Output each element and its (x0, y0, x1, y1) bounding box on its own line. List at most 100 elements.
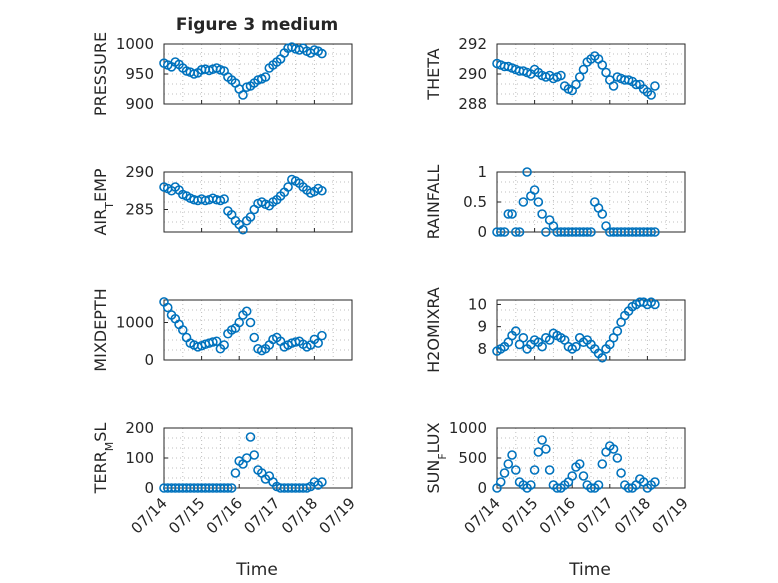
data-point (510, 465, 521, 475)
x-tick-label: 07/18 (278, 494, 321, 537)
data-point (507, 450, 517, 460)
data-point (313, 338, 323, 348)
y-axis-label: SUNFLUX (424, 422, 449, 493)
data-point (495, 227, 506, 237)
data-point (537, 341, 547, 352)
y-tick-label: 1000 (449, 419, 487, 437)
data-point (245, 212, 256, 222)
y-tick-label: 900 (125, 95, 154, 113)
y-tick-label: 292 (458, 35, 487, 53)
x-tick-label: 07/19 (316, 494, 359, 537)
subplot-1: 288 290 292 THETA (424, 35, 686, 113)
data-point (518, 332, 529, 343)
data-point (510, 227, 521, 237)
data-point (514, 227, 525, 237)
data-point (616, 468, 626, 478)
data-point (541, 444, 551, 454)
data-point (533, 197, 544, 207)
data-point (522, 167, 532, 177)
y-tick-label: 285 (125, 201, 154, 219)
y-axis-label: H2OMIXRA (424, 287, 443, 373)
y-axis-label: TERRMSL (91, 423, 116, 495)
subplot-6: 0 100 200 TERRMSL 07/1407/1507/1607/1707/180… (91, 419, 359, 537)
subplot-0: 900 950 1000 PRESSURE (91, 32, 353, 116)
y-tick-label: 1000 (116, 314, 154, 332)
x-tick-label: 07/18 (611, 494, 654, 537)
data-point (238, 224, 248, 235)
data-point (510, 326, 521, 336)
data-point (650, 227, 660, 237)
data-point (646, 90, 656, 100)
data-point (597, 209, 608, 219)
y-tick-label: 0 (477, 479, 487, 497)
data-point (208, 337, 218, 347)
data-point (571, 341, 581, 352)
data-point (230, 468, 241, 478)
y-tick-label: 100 (125, 449, 154, 467)
y-axis-label: PRESSURE (91, 32, 110, 116)
y-tick-label: 0 (144, 479, 154, 497)
data-point (597, 60, 608, 70)
x-tick-label: 07/14 (128, 494, 171, 537)
data-point (650, 477, 660, 487)
data-point (507, 209, 517, 219)
data-point (495, 477, 506, 487)
data-point (556, 70, 566, 81)
y-tick-label: 0 (477, 223, 487, 241)
data-point (601, 67, 611, 78)
subplot-3: 0 0.5 1 RAINFALL (424, 163, 686, 241)
y-axis-label: AIRTEMP (91, 168, 116, 235)
data-point (219, 340, 229, 350)
data-point (245, 317, 256, 328)
data-point (178, 325, 188, 335)
data-point (234, 317, 244, 328)
data-point (578, 471, 589, 481)
data-point (571, 79, 581, 90)
data-point (537, 435, 547, 445)
data-point (503, 209, 514, 219)
data-point (238, 90, 248, 100)
data-point (537, 209, 547, 219)
data-point (260, 72, 271, 82)
y-tick-label: 950 (125, 65, 154, 83)
data-point (499, 227, 510, 237)
data-point (597, 459, 608, 469)
data-point (249, 450, 260, 460)
x-tick-label: 07/15 (498, 494, 541, 537)
data-point (317, 330, 327, 341)
data-point (578, 64, 589, 75)
x-tick-label: 07/16 (536, 494, 579, 537)
y-tick-label: 500 (458, 449, 487, 467)
data-point (612, 326, 623, 336)
data-point (582, 227, 593, 237)
data-point (608, 444, 619, 454)
data-point (646, 227, 656, 237)
axes-box (496, 299, 686, 361)
y-tick-label: 0 (144, 351, 154, 369)
y-tick-label: 1000 (116, 35, 154, 53)
data-point (631, 79, 641, 90)
data-point (612, 453, 623, 463)
data-point (650, 81, 660, 91)
data-point (241, 306, 252, 317)
data-point (162, 302, 173, 313)
x-tick-label: 07/17 (240, 494, 283, 537)
data-point (317, 185, 327, 196)
x-axis-label-left: Time (235, 560, 278, 580)
data-point (541, 227, 551, 237)
data-point (317, 477, 327, 487)
data-point (574, 72, 585, 82)
y-axis-label: MIXDEPTH (91, 288, 110, 371)
y-tick-label: 200 (125, 419, 154, 437)
y-tick-label: 1 (477, 163, 487, 181)
data-point (544, 465, 555, 475)
subplot-4: 0 1000 MIXDEPTH (91, 288, 353, 372)
data-point (526, 480, 536, 490)
x-axis-label-right: Time (568, 560, 611, 580)
figure-title: Figure 3 medium (176, 15, 338, 35)
data-point (211, 336, 222, 347)
data-point (317, 48, 327, 59)
subplot-2: 285 290 AIRTEMP (91, 163, 353, 236)
